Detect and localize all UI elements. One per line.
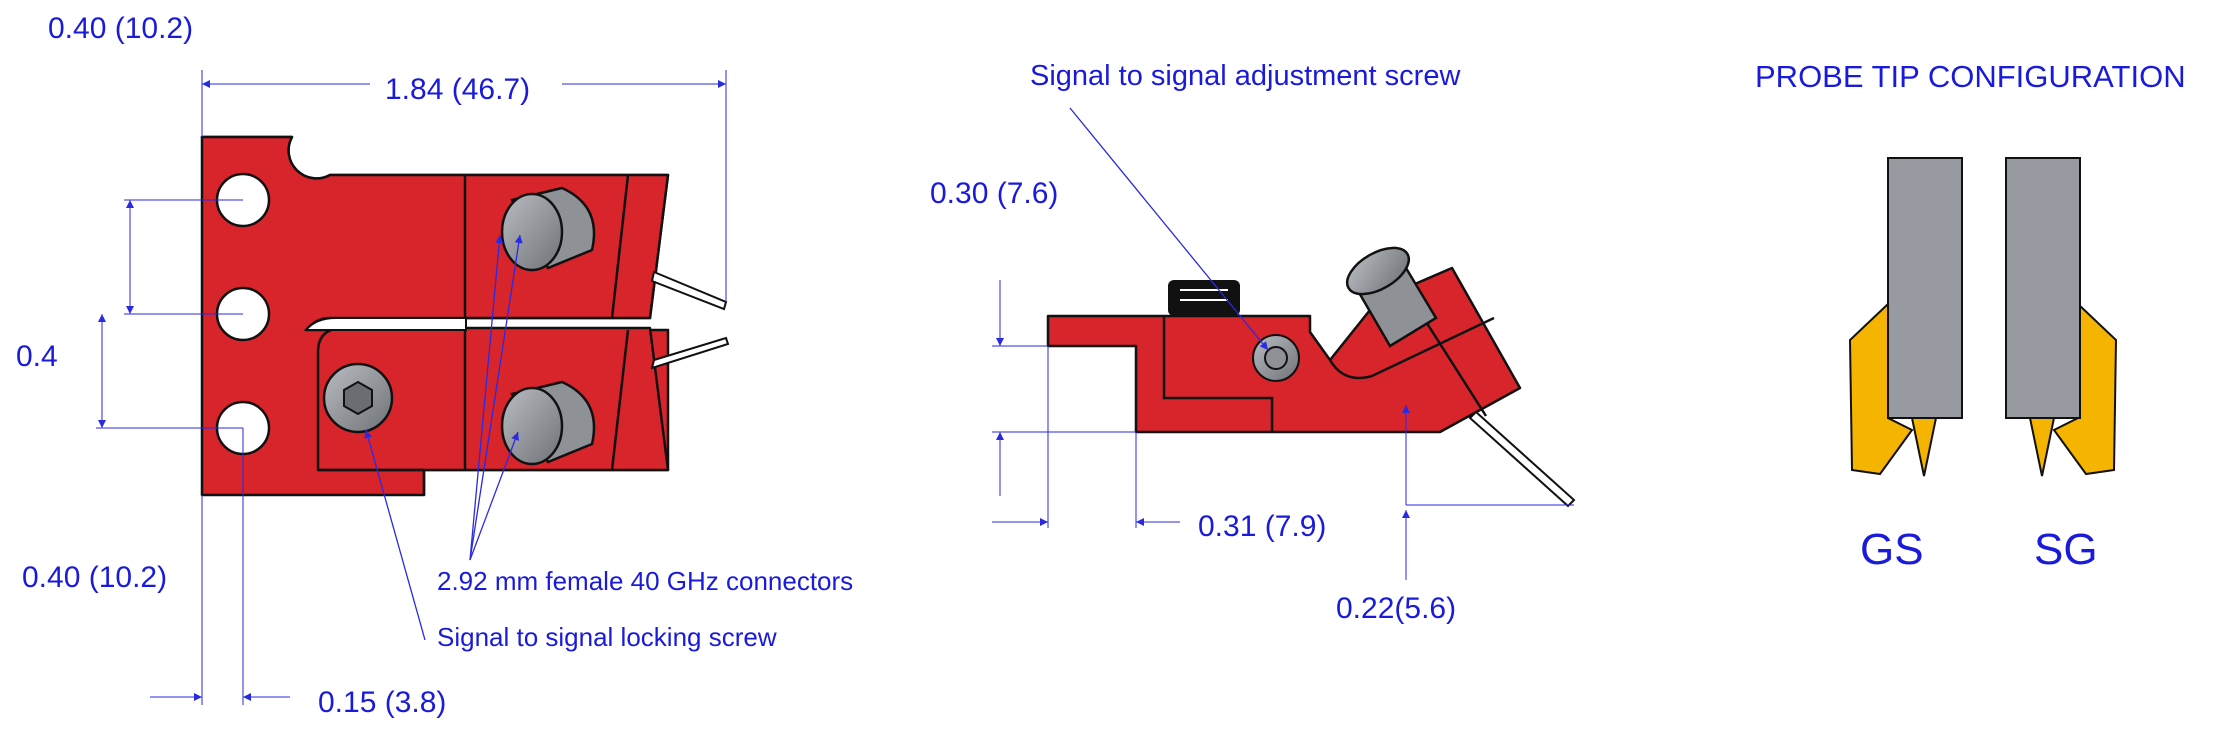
top-view: 0.40 (10.2) 1.84 (46.7) 0.4 0.40 (10.2) … [16,12,853,719]
side-connector [1345,246,1438,348]
side-pin [1468,410,1576,508]
side-view: Signal to signal adjustment screw 0.30 (… [930,60,1576,625]
dim-height-label: 0.30 (7.6) [930,177,1058,210]
adjustment-screw [1252,334,1300,382]
gs-probe [1848,157,1963,477]
side-ramp [1328,316,1495,380]
dim-bottom-label: 0.15 (3.8) [318,686,446,719]
connector-lower [500,380,596,466]
top-view-leaders [364,234,523,641]
dim-tip-label: 0.22(5.6) [1336,592,1456,625]
adjustment-knob [1168,280,1240,316]
connectors-label: 2.92 mm female 40 GHz connectors [437,566,853,596]
top-view-dimensions [96,70,727,705]
locking-screw-label: Signal to signal locking screw [437,622,777,652]
side-view-dimensions [992,280,1574,580]
gs-label: GS [1860,525,1924,574]
adjustment-screw-leader [1069,107,1269,351]
dim-left-bottom-label: 0.40 (10.2) [22,561,167,594]
dim-left-top-label: 0.40 (10.2) [48,12,193,45]
probe-tip-configuration: PROBE TIP CONFIGURATION GS SG [1755,59,2186,574]
center-slot [303,317,467,331]
dim-left-mid-label: 0.4 [16,340,58,373]
dim-width-label: 1.84 (46.7) [385,73,530,106]
sg-label: SG [2034,525,2098,574]
connector-upper [500,186,596,272]
clamp-plates [318,174,630,495]
sg-probe [2005,157,2118,477]
probe-tip-title: PROBE TIP CONFIGURATION [1755,59,2186,94]
adjustment-screw-label: Signal to signal adjustment screw [1030,60,1461,92]
probe-pins [650,270,730,370]
locking-screw [322,362,394,434]
dim-length-label: 0.31 (7.9) [1198,510,1326,543]
